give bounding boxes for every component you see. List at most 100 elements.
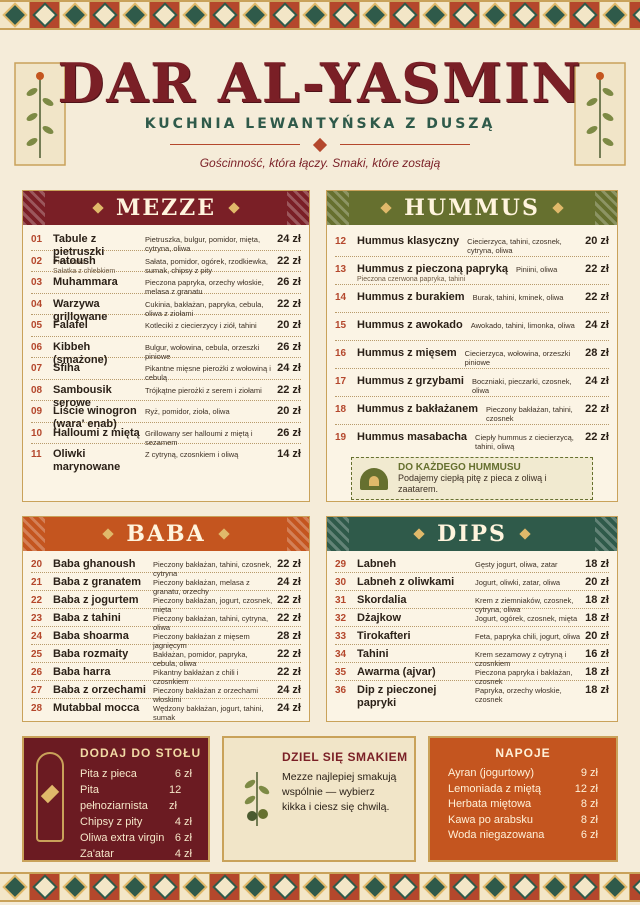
item-description: Bakłażan, pomidor, papryka, cebula, oliw…: [153, 650, 248, 668]
item-description: Awokado, tahini, limonka, oliwa: [470, 321, 575, 330]
item-number: 35: [335, 667, 347, 678]
pattern-tile: [630, 2, 640, 28]
item-price: 28 zł: [277, 630, 301, 642]
item-name: Baba shoarma: [53, 630, 153, 643]
pattern-tile: [510, 874, 540, 900]
item-price: 24 zł: [277, 233, 301, 245]
pattern-tile: [390, 2, 420, 28]
diamond-ornament-icon: [552, 202, 564, 214]
restaurant-subtitle: KUCHNIA LEWANTYŃSKA Z DUSZĄ: [144, 116, 496, 132]
star-tile-icon: [274, 877, 295, 897]
item-price: 22 zł: [585, 431, 609, 443]
menu-item-row: 07 Sfiha Pikantne mięsne pierożki z wołowi…: [31, 358, 301, 382]
item-name-block: Mutabbal mocca: [53, 702, 153, 715]
pattern-tile: [480, 2, 510, 28]
star-tile-icon: [394, 877, 415, 897]
item-name: Oliwki marynowane: [53, 448, 145, 474]
bottom-tile-border: [0, 872, 640, 902]
item-price: 22 zł: [585, 263, 609, 275]
item-description: Pieczona papryka, orzechy włoskie, melas…: [145, 278, 264, 296]
diamond-ornament-icon: [217, 528, 230, 540]
item-name-text: Hummus z awokado: [357, 319, 463, 331]
item-name-text: Hummus klasyczny: [357, 235, 460, 247]
menu-item-row: 03 Muhammara Pieczona papryka, orzechy wło…: [31, 272, 301, 296]
pattern-tile: [600, 2, 630, 28]
hummus-title: HUMMUS: [404, 195, 540, 221]
item-name-block: Baba z orzechami: [53, 684, 153, 697]
share-text: Mezze najlepiej smakują wspólnie — wybie…: [282, 771, 397, 813]
item-price: 22 zł: [277, 254, 301, 267]
diamond-ornament-icon: [102, 528, 114, 540]
item-price: 28 zł: [585, 347, 609, 359]
star-tile-icon: [154, 877, 175, 897]
item-name-block: Baba harra: [53, 666, 153, 679]
pattern-tile: [120, 2, 150, 28]
drinks-list: Ayran (jogurtowy) 9 zł Lemoniada z miętą 12…: [430, 766, 616, 844]
item-number: 16: [335, 348, 347, 359]
item-name-text: Muhammara: [53, 276, 118, 288]
item-name: Hummus z pieczoną papryką Pieczona czerwo…: [357, 263, 508, 284]
item-description: Krem sezamowy z cytryną i czosnkiem: [475, 650, 567, 668]
item-name-text: Hummus z burakiem: [357, 291, 465, 303]
item-number: 11: [31, 449, 42, 460]
item-name-text: Baba harra: [53, 666, 111, 678]
item-name-block: Muhammara: [53, 276, 145, 289]
item-number: 20: [31, 559, 43, 570]
item-price: 8 zł: [580, 798, 598, 810]
item-name-text: Warzywa grillowane: [53, 297, 108, 323]
star-tile-icon: [604, 5, 625, 25]
item-number: 01: [31, 234, 43, 245]
item-description: Z cytryną, czosnkiem i oliwą: [145, 450, 239, 459]
star-tile-icon: [334, 5, 355, 25]
menu-item-row: 13 Hummus z pieczoną papryką Pieczona czer…: [335, 257, 609, 285]
item-name-text: Baba z orzechami: [53, 684, 146, 696]
item-name: Hummus z awokado: [357, 319, 463, 332]
item-number: 26: [31, 667, 43, 678]
item-name: Ayran (jogurtowy): [448, 767, 534, 779]
menu-item-row: 04 Warzywa grillowane Cukinia, bakłażan, p…: [31, 294, 301, 323]
pattern-tile: [570, 874, 600, 900]
star-tile-icon: [544, 877, 565, 897]
item-description: Sałata, pomidor, ogórek, rzodkiewka, sum…: [145, 256, 268, 275]
star-tile-icon: [184, 5, 205, 25]
item-name: Hummus klasyczny: [357, 235, 459, 248]
item-price: 18 zł: [585, 558, 609, 570]
star-tile-icon: [34, 5, 55, 25]
item-name-text: Hummus z mięsem: [357, 347, 457, 359]
item-name-text: Tabule z pietruszki: [53, 233, 105, 258]
pattern-tile: [60, 2, 90, 28]
menu-item-row: 22 Baba z jogurtem Pieczony bakłażan, jogu…: [31, 591, 301, 614]
item-name: Hummus masabacha: [357, 431, 467, 444]
item-name: Baba rozmaity: [53, 648, 153, 661]
item-number: 30: [335, 577, 347, 588]
item-price: 20 zł: [585, 235, 609, 247]
hummus-note: DO KAŻDEGO HUMMUSU Podajemy ciepłą pitę …: [351, 457, 593, 500]
star-tile-icon: [484, 877, 505, 897]
star-tile-icon: [304, 5, 325, 25]
item-name-block: Tahini: [357, 648, 475, 661]
item-description: Ciepły hummus z ciecierzycą, tahini, oli…: [475, 433, 574, 451]
restaurant-tagline: Gościnność, która łączy. Smaki, które zo…: [199, 156, 441, 170]
addons-box: DODAJ DO STOŁU Pita z pieca 6 zł Pita pełn…: [22, 736, 210, 862]
item-number: 19: [335, 432, 347, 443]
item-name-text: Kibbeh (smażone): [53, 340, 108, 366]
pattern-tile: [330, 2, 360, 28]
item-price: 22 zł: [277, 594, 301, 606]
hummus-header: HUMMUS: [327, 191, 617, 225]
menu-item-row: 11 Oliwki marynowane Z cytryną, czosnkiem …: [31, 444, 301, 473]
menu-item-row: 36 Dip z pieczonej papryki Papryka, orzech…: [335, 681, 609, 709]
item-name: Labneh: [357, 558, 475, 571]
item-name: Tirokafteri: [357, 630, 475, 643]
item-description: Pieczony bakłażan, tahini, czosnek, cytr…: [153, 560, 272, 578]
pattern-tile: [240, 874, 270, 900]
item-name-text: Tahini: [357, 648, 389, 660]
item-name-text: Dżajkow: [357, 612, 402, 624]
item-name: Sfiha: [53, 362, 145, 375]
pattern-tile: [480, 874, 510, 900]
item-name-block: Tabule z pietruszki Pietruszka: [53, 233, 145, 267]
item-name: Tahini: [357, 648, 475, 661]
item-subtitle: Sałatka z chlebkiem: [53, 267, 116, 275]
pattern-tile: [180, 874, 210, 900]
star-tile-icon: [304, 877, 325, 897]
item-number: 04: [31, 298, 43, 310]
